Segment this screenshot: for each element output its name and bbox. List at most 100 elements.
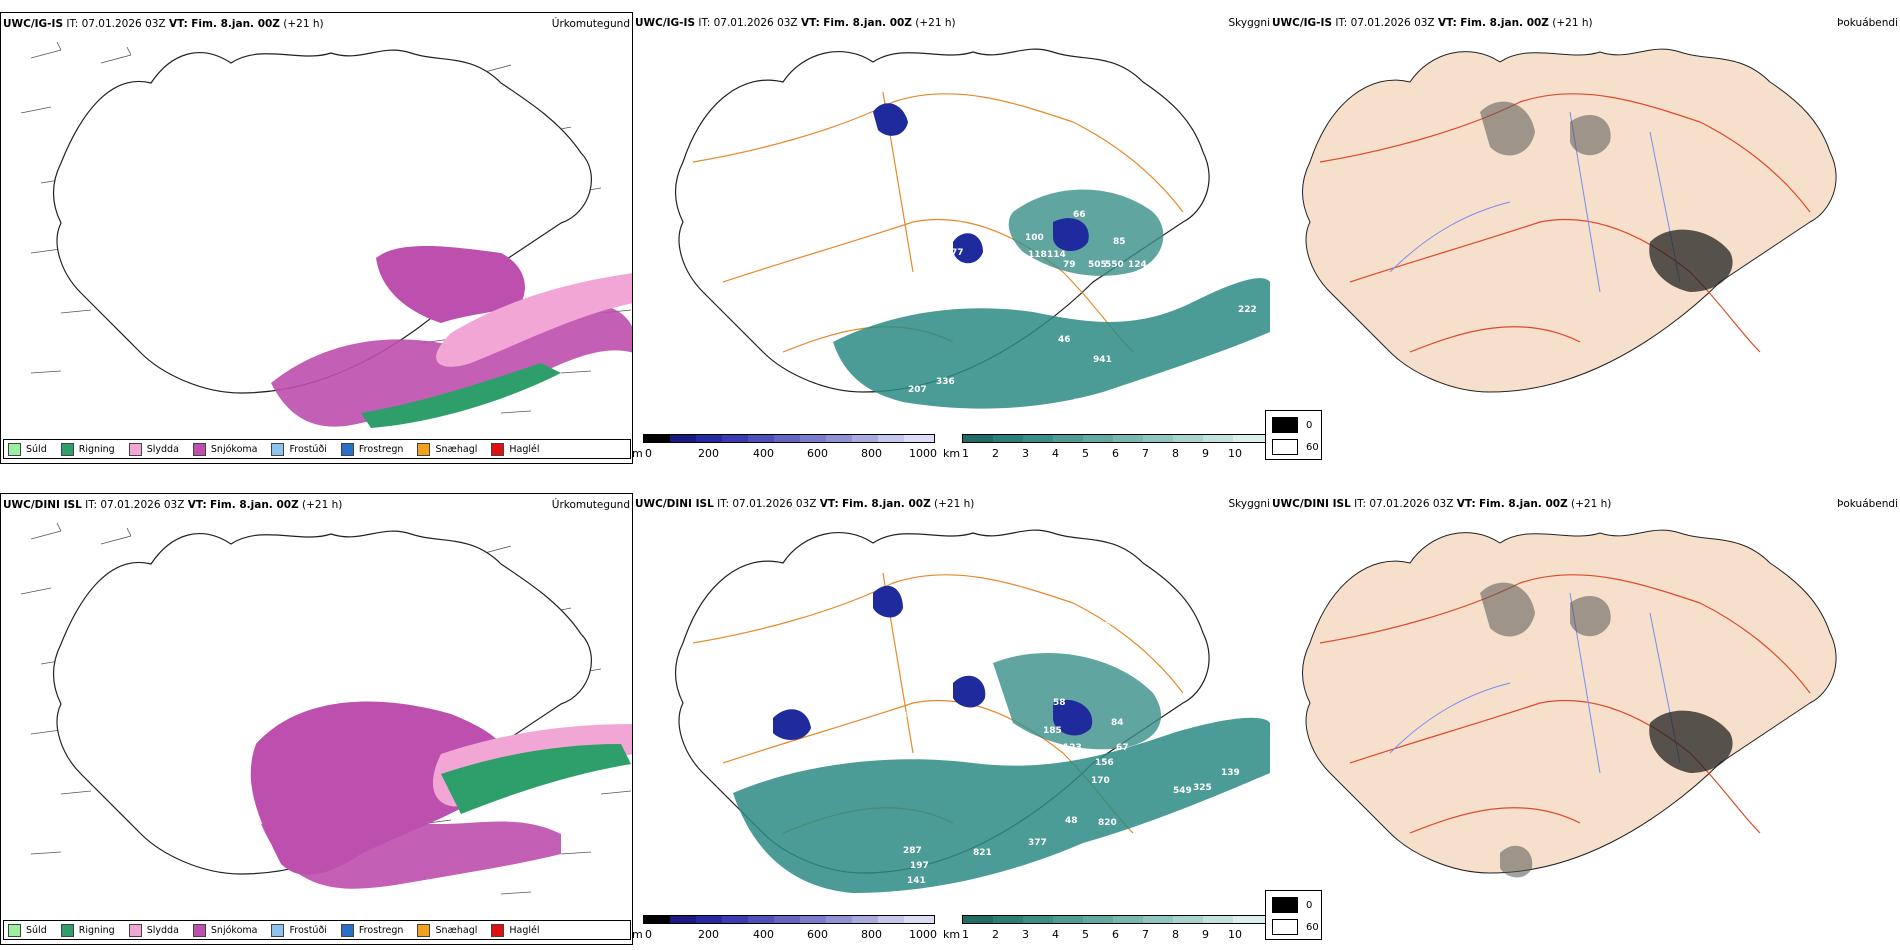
fog-legend-item: 0 <box>1272 417 1312 433</box>
cloud-label: 79 <box>1063 260 1076 270</box>
legend-item: Súld <box>8 442 47 456</box>
visibility-unit: km <box>943 447 961 460</box>
cloud-label: 549 <box>1173 786 1192 796</box>
legend-item: Haglél <box>491 442 540 456</box>
visibility-unit: km <box>943 928 961 941</box>
fog-legend-item: 60 <box>1272 919 1319 935</box>
visibility-colorbar-row2: km 1 2 3 4 5 6 7 8 9 10 <box>943 915 1267 945</box>
cloud-label: 207 <box>908 385 927 395</box>
swatch <box>192 442 206 456</box>
legend-item: Frostúði <box>271 923 327 937</box>
swatch <box>491 442 505 456</box>
row2-left-param: Úrkomutegund <box>551 499 630 511</box>
row2-mid-title: UWC/DINI ISL IT: 07.01.2026 03Z VT: Fim.… <box>635 498 975 510</box>
visibility-map-row1: 83 99 66 82 77 100 118 114 79 138 85 124… <box>674 48 1270 409</box>
visibility-color-blocks <box>962 915 1266 924</box>
ceiling-color-blocks <box>643 915 935 924</box>
visibility-tick: 6 <box>1112 928 1119 941</box>
cloud-teal-east <box>993 653 1162 750</box>
rain-band <box>441 744 631 814</box>
legend-item: Frostregn <box>340 923 403 937</box>
cloud-blue-patches <box>773 585 1093 740</box>
ceiling-tick: 200 <box>698 928 719 941</box>
visibility-tick: 3 <box>1022 447 1029 460</box>
swatch <box>128 923 142 937</box>
ceiling-unit: m <box>632 447 643 460</box>
legend-item: Súld <box>8 923 47 937</box>
swatch <box>340 442 354 456</box>
ceiling-colorbar-row1: m 0 200 400 600 800 1000 <box>632 434 938 464</box>
row2-mid-param: Skyggni <box>1228 498 1271 510</box>
cloud-label: 197 <box>910 861 929 871</box>
cloud-label: 377 <box>1028 838 1047 848</box>
cloud-label: 123 <box>1063 743 1082 753</box>
roads <box>692 91 1184 353</box>
fog-dark-patch <box>1649 710 1733 773</box>
legend-item: Snæhagl <box>417 442 477 456</box>
snow-band-south <box>261 819 561 889</box>
ceiling-tick: 600 <box>807 447 828 460</box>
visibility-tick: 9 <box>1202 447 1209 460</box>
legend-item: Snæhagl <box>417 923 477 937</box>
ceiling-tick: 1000 <box>909 928 937 941</box>
swatch <box>128 442 142 456</box>
row1-left-param: Úrkomutegund <box>551 18 630 30</box>
visibility-colorbar-row1: km 1 2 3 4 5 6 7 8 9 10 <box>943 434 1267 464</box>
visibility-tick: 5 <box>1082 447 1089 460</box>
cloud-label: 941 <box>1093 355 1112 365</box>
legend-item: Rigning <box>60 442 115 456</box>
fog-legend-row2: 0 60 <box>1265 890 1322 940</box>
cloud-label: 46 <box>1058 335 1071 345</box>
precip-type-panel-row1: UWC/IG-IS IT: 07.01.2026 03Z VT: Fim. 8.… <box>0 12 633 464</box>
cloud-label: 66 <box>1073 210 1086 220</box>
visibility-tick: 7 <box>1142 928 1149 941</box>
row1-mid-title: UWC/IG-IS IT: 07.01.2026 03Z VT: Fim. 8.… <box>635 17 956 29</box>
cloud-label: 374 <box>1058 878 1077 888</box>
row1-right-param: Þokuábendi <box>1837 17 1898 29</box>
swatch <box>271 923 285 937</box>
visibility-tick: 7 <box>1142 447 1149 460</box>
swatch <box>60 923 74 937</box>
cloud-label: 185 <box>1043 726 1062 736</box>
ceiling-tick: 800 <box>861 928 882 941</box>
roads-red <box>1319 574 1811 834</box>
cloud-label: 118 <box>1028 250 1047 260</box>
cloud-label: 287 <box>903 846 922 856</box>
visibility-tick: 8 <box>1172 447 1179 460</box>
visibility-color-blocks <box>962 434 1266 443</box>
visibility-tick: 1 <box>962 928 969 941</box>
visibility-tick: 10 <box>1228 928 1242 941</box>
legend-item: Haglél <box>491 923 540 937</box>
swatch <box>192 923 206 937</box>
legend-item: Rigning <box>60 923 115 937</box>
cloud-label: 62 <box>946 716 959 726</box>
iceland-land <box>1302 529 1837 874</box>
visibility-map-row2: 84 9 26 93 62 58 144 185 149 123 84 67 1… <box>674 529 1270 901</box>
cloud-label: 141 <box>907 876 926 886</box>
swatch <box>417 442 431 456</box>
cloud-blue-patches <box>873 103 1089 264</box>
visibility-panel-row2: 84 9 26 93 62 58 144 185 149 123 84 67 1… <box>633 493 1270 945</box>
legend-item: Snjókoma <box>192 923 257 937</box>
fog-map-row2 <box>1302 529 1837 878</box>
visibility-tick: 4 <box>1052 447 1059 460</box>
row1-left-title: UWC/IG-IS IT: 07.01.2026 03Z VT: Fim. 8.… <box>3 18 324 30</box>
fog-panel-row2: UWC/DINI ISL IT: 07.01.2026 03Z VT: Fim.… <box>1270 493 1900 945</box>
cloud-label: 138 <box>1023 263 1042 273</box>
snow-region <box>376 246 525 323</box>
ceiling-tick: 600 <box>807 928 828 941</box>
precip-legend-row2: Súld Rigning Slydda Snjókoma Frostúði Fr… <box>3 920 631 940</box>
cloud-label: 505 <box>1088 260 1107 270</box>
ceiling-color-blocks <box>643 434 935 443</box>
visibility-tick: 1 <box>962 447 969 460</box>
sleet-band <box>436 273 632 367</box>
cloud-label: 26 <box>1098 621 1111 631</box>
ceiling-tick: 200 <box>698 447 719 460</box>
cloud-label: 77 <box>951 248 964 258</box>
fog-dark-patch <box>1649 229 1733 292</box>
cloud-label: 820 <box>1098 818 1117 828</box>
cloud-label: 48 <box>1065 816 1078 826</box>
cloud-label: 84 <box>948 606 961 616</box>
ceiling-tick: 400 <box>753 928 774 941</box>
cloud-label: 67 <box>1116 743 1129 753</box>
